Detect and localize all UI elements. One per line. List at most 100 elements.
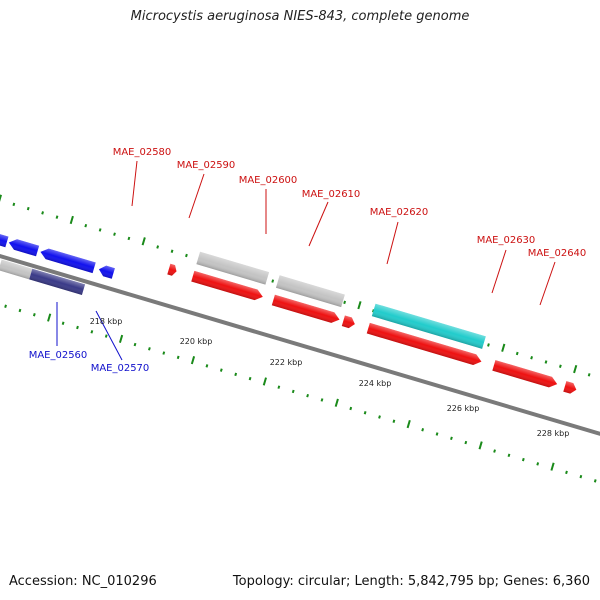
tick-mark — [69, 215, 74, 225]
tick-mark — [90, 330, 94, 334]
tick-mark — [579, 474, 583, 479]
tick-mark — [98, 228, 102, 232]
gene-label-mae-02580: MAE_02580 — [113, 147, 172, 158]
tick-mark — [162, 351, 166, 355]
gene-arrow-red-shade — [341, 315, 355, 329]
gene-label-mae-02570: MAE_02570 — [91, 363, 150, 374]
tick-mark — [12, 202, 16, 207]
scale-label: 218 kbp — [90, 317, 123, 326]
gene-arrow-red-shade — [366, 322, 482, 365]
gene-label-mae-02610: MAE_02610 — [302, 189, 361, 200]
tick-mark — [593, 479, 597, 483]
tick-mark — [133, 342, 137, 347]
tick-mark — [464, 440, 468, 445]
gene-arrow-navy-shade — [29, 268, 86, 295]
tick-mark — [392, 419, 396, 423]
tick-mark — [277, 385, 281, 389]
tick-mark — [262, 377, 267, 386]
gene-arrow-cyan-shade — [371, 303, 486, 349]
scale-label: 220 kbp — [180, 337, 213, 346]
tick-mark — [141, 237, 146, 246]
tick-mark — [148, 347, 151, 351]
genome-title: Microcystis aeruginosa NIES-843, complet… — [130, 9, 470, 24]
gene-arrow-blue-shade — [40, 248, 96, 274]
tick-mark — [113, 232, 116, 236]
scale-label: 228 kbp — [537, 429, 570, 438]
gene-arrow-blue-shade — [0, 230, 9, 248]
tick-mark — [0, 194, 2, 203]
label-leaders — [56, 160, 556, 361]
gene-arrow-gray-shade — [0, 259, 33, 280]
tick-mark — [378, 415, 381, 419]
tick-mark — [573, 364, 578, 374]
tick-mark — [363, 411, 367, 415]
tick-mark — [558, 364, 562, 368]
gene-label-mae-02620: MAE_02620 — [370, 207, 429, 218]
gene-arrow-red-shade — [563, 381, 577, 394]
tick-mark — [219, 368, 223, 372]
leader-line — [95, 310, 123, 361]
tick-mark — [507, 453, 511, 458]
gene-arrow-red-shade — [167, 263, 177, 276]
tick-mark — [61, 321, 65, 325]
gene-arrow-gray-shade — [196, 251, 270, 285]
tick-mark — [291, 389, 295, 394]
topology-text: Topology: circular; Length: 5,842,795 bp… — [232, 574, 590, 589]
gene-arrow-red-shade — [271, 294, 340, 323]
gene-label-mae-02600: MAE_02600 — [239, 175, 298, 186]
tick-mark — [450, 436, 453, 441]
gene-label-mae-02630: MAE_02630 — [477, 235, 536, 246]
tick-mark — [271, 279, 275, 283]
tick-mark — [357, 301, 362, 310]
scale-labels: 218 kbp 220 kbp 222 kbp 224 kbp 226 kbp 228 k… — [90, 317, 570, 438]
tick-mark — [127, 236, 131, 241]
gene-arrow-red-shade — [191, 270, 263, 301]
feature-track — [0, 230, 577, 394]
leader-line — [491, 249, 507, 294]
genome-backbone — [0, 235, 600, 455]
lower-tick-track — [4, 304, 597, 483]
tick-mark — [544, 360, 548, 364]
leader-line — [308, 201, 329, 247]
tick-mark — [185, 253, 188, 258]
tick-mark — [501, 343, 506, 352]
tick-mark — [521, 457, 525, 462]
scale-label: 224 kbp — [359, 379, 392, 388]
gene-arrow-blue-shade — [98, 265, 115, 279]
leader-line — [131, 160, 138, 207]
tick-mark — [565, 470, 568, 475]
tick-mark — [334, 398, 339, 407]
tick-mark — [47, 313, 52, 322]
gene-labels: MAE_02560MAE_02570MAE_02580MAE_02590MAE_… — [29, 147, 587, 374]
gene-label-mae-02590: MAE_02590 — [177, 160, 236, 171]
leader-line — [539, 261, 556, 306]
tick-mark — [587, 373, 591, 377]
tick-mark — [190, 356, 196, 365]
tick-mark — [306, 393, 309, 398]
tick-mark — [104, 334, 108, 338]
tick-mark — [320, 398, 324, 402]
tick-mark — [41, 211, 44, 215]
gene-arrow-blue-shade — [8, 239, 40, 257]
tick-mark — [406, 419, 411, 429]
tick-mark — [18, 308, 22, 313]
tick-mark — [435, 432, 439, 436]
tick-mark — [478, 441, 483, 450]
gene-arrow-red-shade — [492, 360, 558, 388]
tick-mark — [343, 300, 347, 305]
tick-mark — [248, 376, 252, 381]
tick-mark — [234, 372, 238, 377]
tick-mark — [421, 428, 425, 432]
tick-mark — [176, 355, 180, 360]
tick-mark — [118, 334, 124, 343]
tick-mark — [76, 325, 79, 330]
tick-mark — [493, 449, 496, 453]
tick-mark — [205, 364, 209, 368]
leader-line — [386, 221, 399, 265]
tick-mark — [487, 343, 490, 347]
tick-mark — [26, 206, 30, 211]
tick-mark — [32, 313, 36, 317]
tick-mark — [4, 304, 7, 308]
scale-label: 222 kbp — [270, 358, 303, 367]
